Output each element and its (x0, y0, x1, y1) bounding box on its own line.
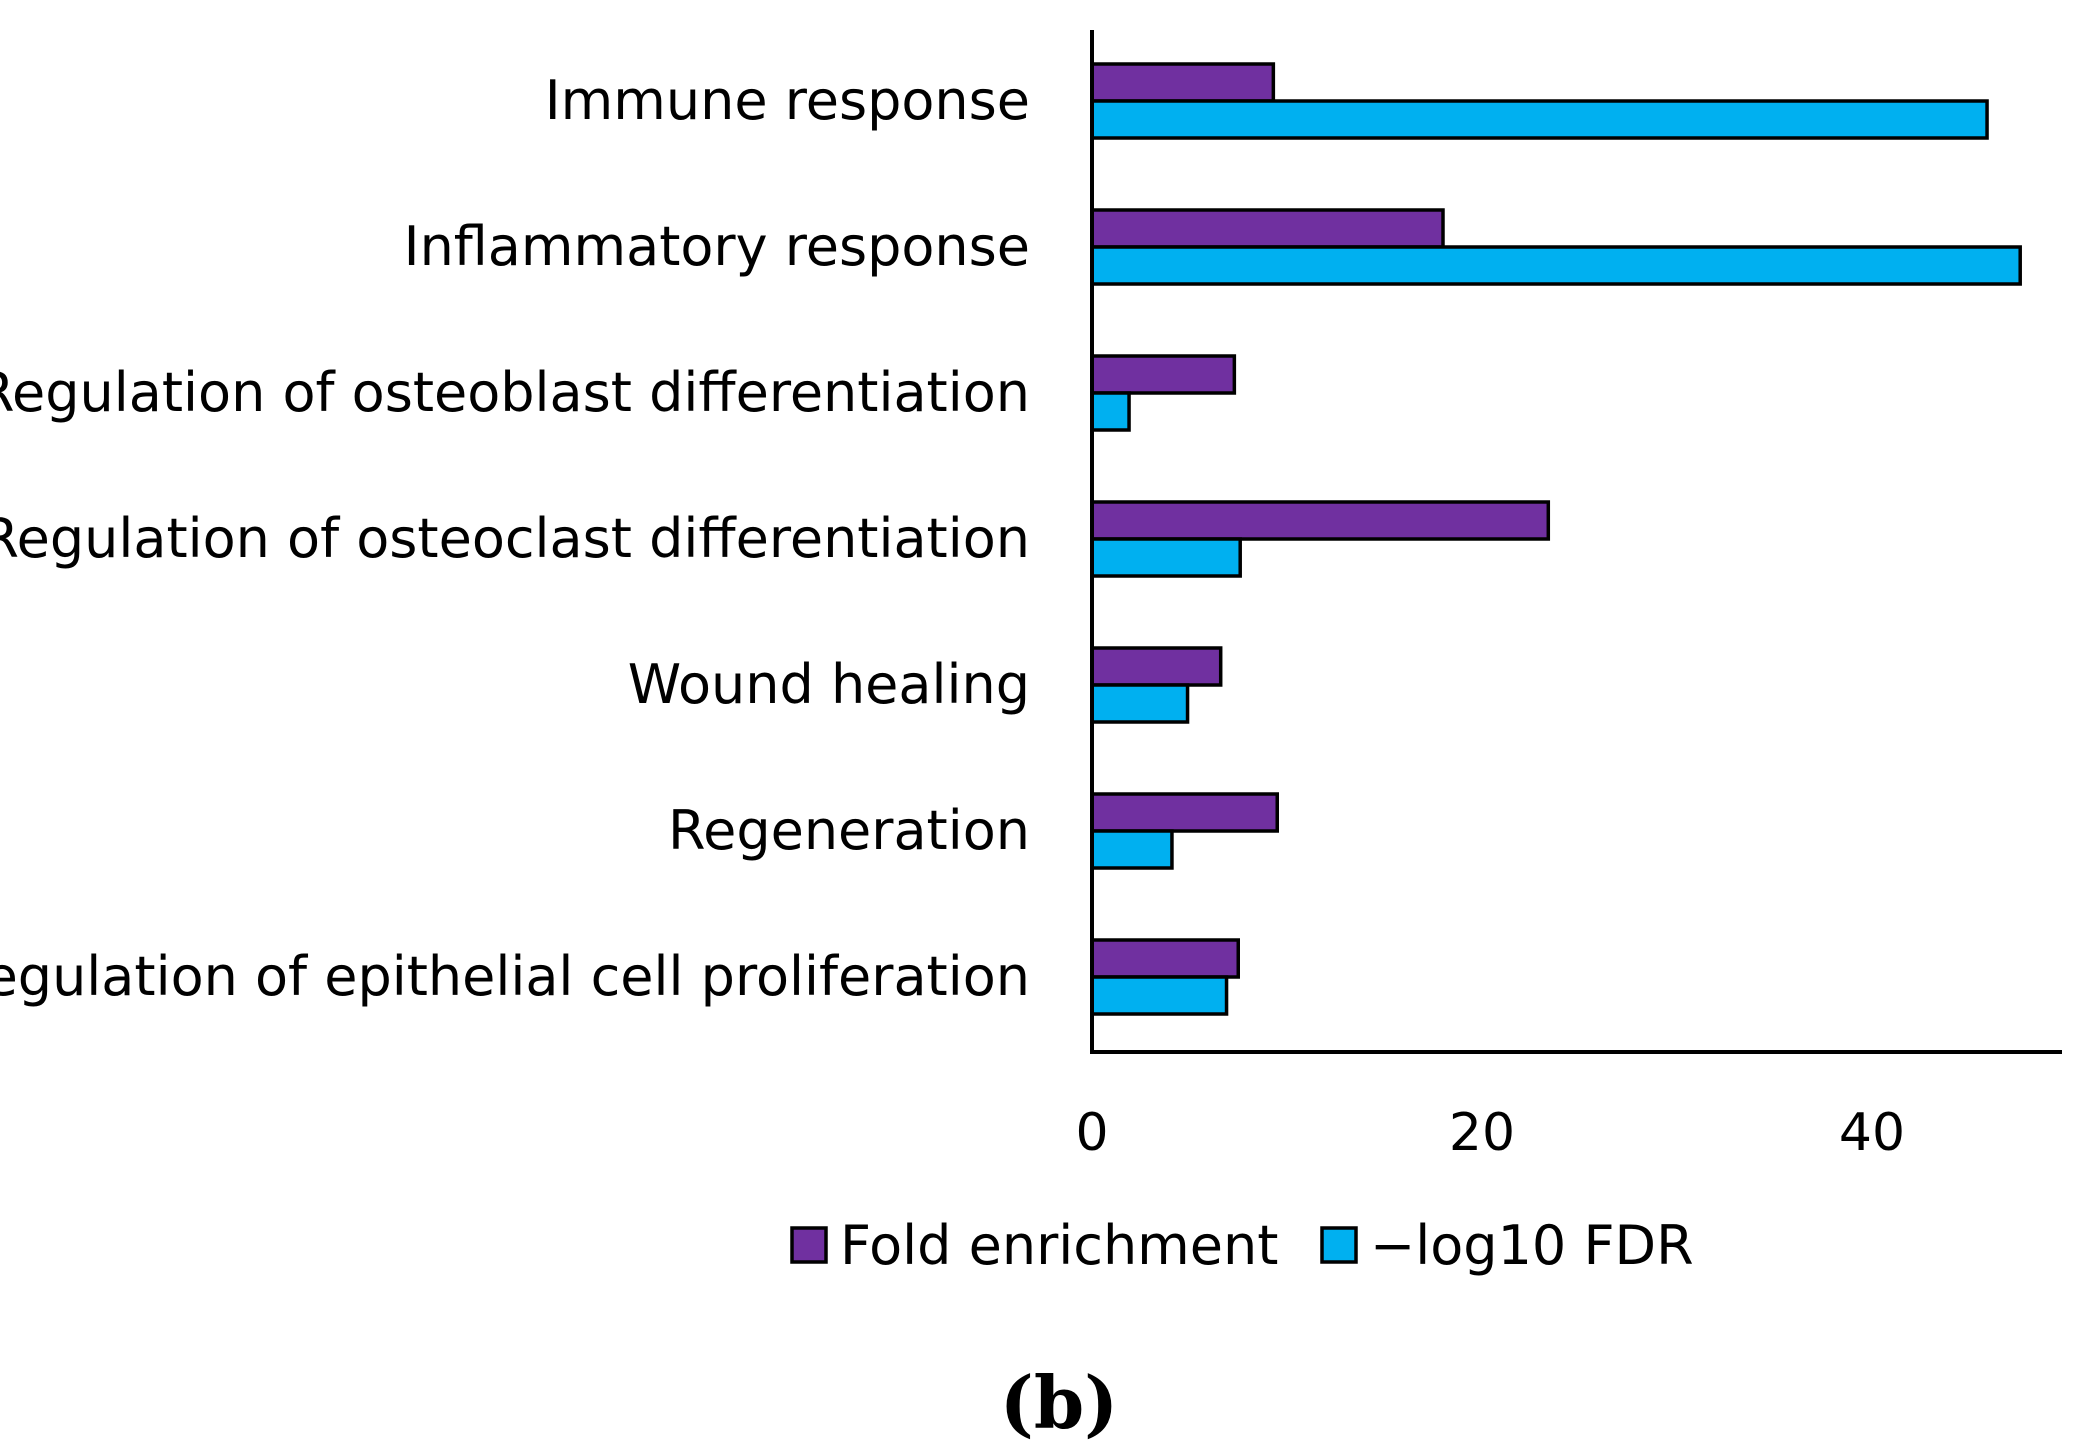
x-tick-label: 0 (1075, 1103, 1108, 1163)
bar-fold-enrichment (1090, 792, 1279, 833)
x-tick-label: 20 (1449, 1103, 1515, 1163)
bar-fold-enrichment (1090, 938, 1240, 979)
category-label: Regulation of epithelial cell proliferat… (0, 945, 1030, 1008)
bar-neg-log10-fdr (1090, 829, 1174, 870)
x-tick-labels: 0 20 40 (1075, 1103, 1905, 1163)
panel-label: (b) (1000, 1360, 1118, 1445)
x-tick-label: 40 (1839, 1103, 1905, 1163)
bar-neg-log10-fdr (1090, 683, 1190, 724)
bar-neg-log10-fdr (1090, 391, 1131, 432)
bar-fold-enrichment (1090, 500, 1551, 541)
category-label: Wound healing (628, 653, 1030, 716)
category-label: Regulation of osteoclast differentiation (0, 507, 1030, 570)
legend-label: Fold enrichment (840, 1214, 1278, 1277)
legend-label: −log10 FDR (1370, 1214, 1694, 1277)
bar-neg-log10-fdr (1090, 99, 1989, 140)
bar-fold-enrichment (1090, 354, 1237, 395)
bar-neg-log10-fdr (1090, 975, 1229, 1016)
legend: Fold enrichment −log10 FDR (790, 1214, 1694, 1277)
bars-group (1090, 62, 2022, 1016)
axes-group (1090, 30, 2062, 1054)
category-label: Immune response (545, 69, 1030, 132)
bar-fold-enrichment (1090, 208, 1445, 249)
category-label: Regeneration (668, 799, 1030, 862)
bar-neg-log10-fdr (1090, 537, 1242, 578)
category-label: Regulation of osteoblast differentiation (0, 361, 1030, 424)
legend-swatch (1320, 1226, 1358, 1264)
legend-swatch (790, 1226, 828, 1264)
category-label: Inflammatory response (404, 215, 1030, 278)
bar-fold-enrichment (1090, 62, 1276, 103)
bar-fold-enrichment (1090, 646, 1223, 687)
bar-neg-log10-fdr (1090, 245, 2022, 286)
category-labels: Immune response Inflammatory response Regu… (0, 69, 1030, 1008)
